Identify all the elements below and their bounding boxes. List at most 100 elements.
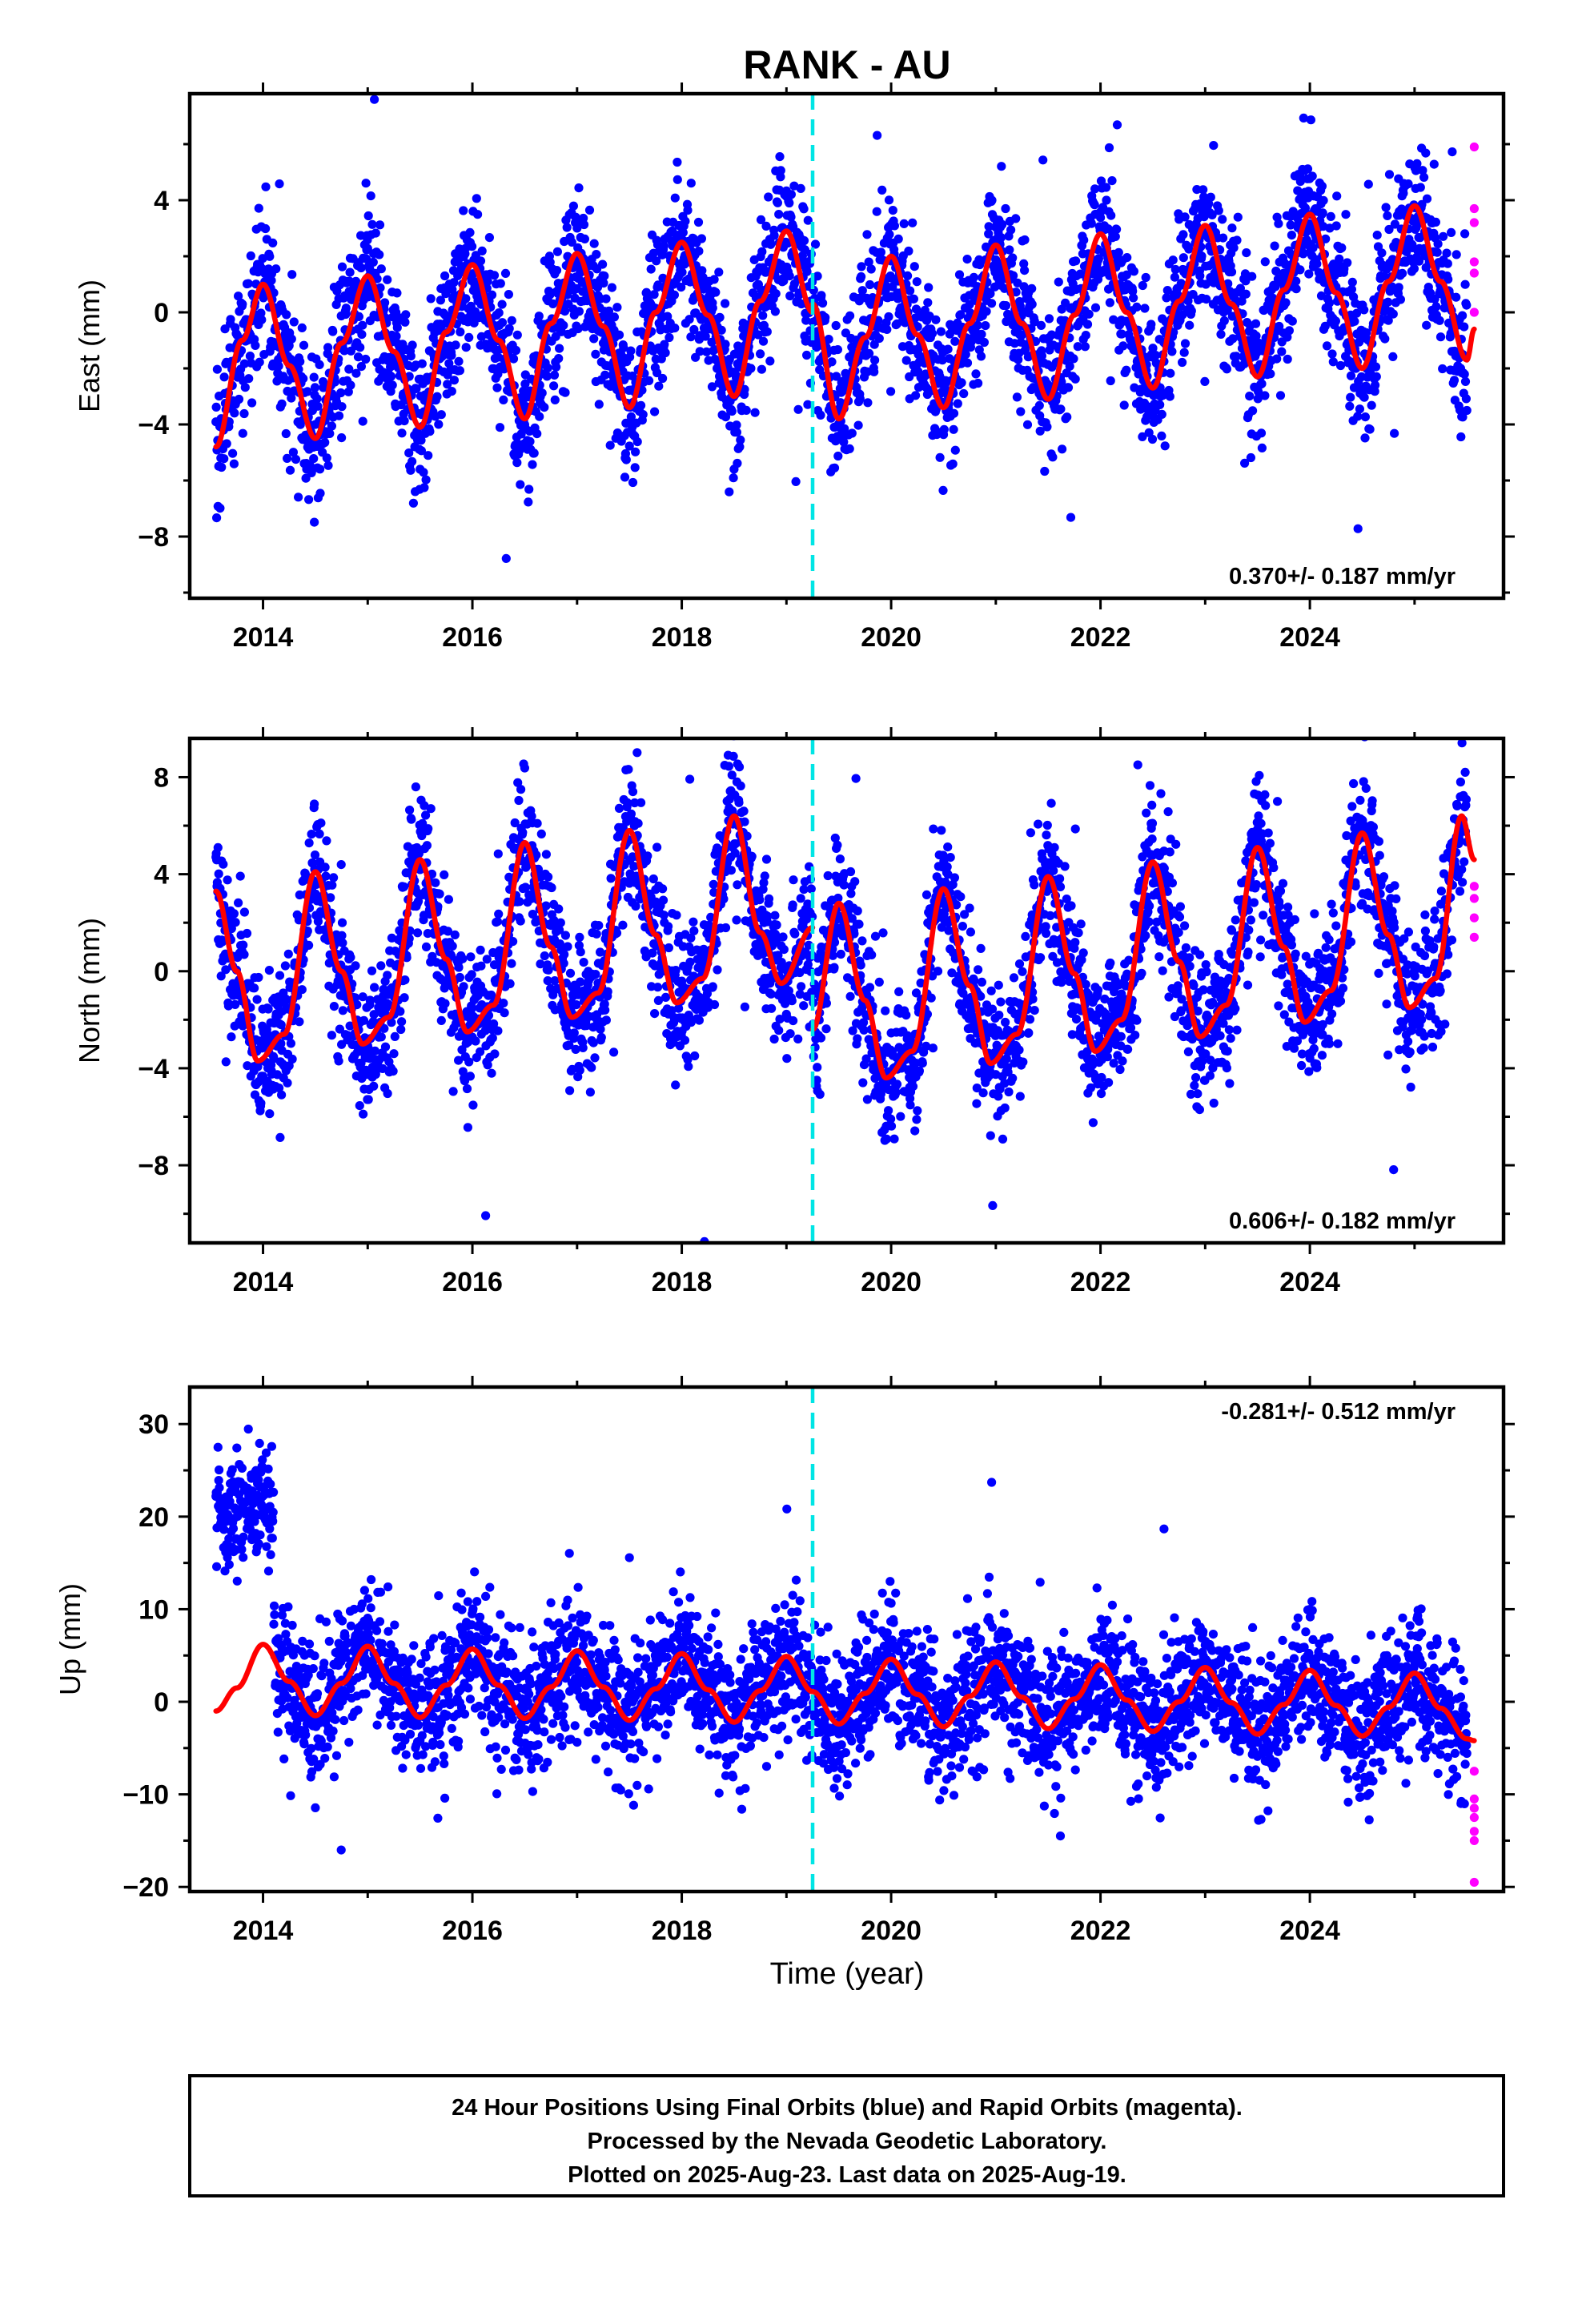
east-final-orbit-point — [212, 513, 222, 523]
north-final-orbit-point — [536, 829, 546, 838]
east-final-orbit-point — [865, 348, 874, 358]
east-final-orbit-point — [1205, 44, 1214, 53]
east-final-orbit-point — [304, 495, 314, 505]
north-final-orbit-point — [731, 839, 741, 849]
north-final-orbit-point — [359, 1109, 368, 1119]
east-final-orbit-point — [334, 411, 344, 420]
north-final-orbit-point — [219, 859, 228, 869]
east-final-orbit-point — [701, 347, 712, 356]
east-final-orbit-point — [727, 406, 737, 416]
east-final-orbit-point — [294, 493, 303, 502]
east-final-orbit-point — [1411, 166, 1421, 175]
east-final-orbit-point — [813, 271, 822, 281]
east-final-orbit-point — [1355, 404, 1364, 414]
east-final-orbit-point — [1337, 243, 1347, 253]
east-final-orbit-point — [1347, 277, 1357, 287]
north-final-orbit-point — [603, 987, 612, 996]
east-final-orbit-point — [417, 359, 427, 368]
east-final-orbit-point — [1275, 391, 1286, 400]
north-final-orbit-point — [283, 949, 293, 959]
east-final-orbit-point — [392, 323, 402, 332]
east-final-orbit-point — [247, 398, 257, 408]
north-final-orbit-point — [352, 1000, 362, 1010]
north-final-orbit-point — [234, 898, 243, 907]
east-final-orbit-point — [1351, 308, 1362, 318]
east-final-orbit-point — [1299, 113, 1308, 123]
east-x-tick-label: 2018 — [652, 622, 713, 653]
east-final-orbit-point — [397, 428, 407, 438]
north-final-orbit-point — [528, 910, 538, 919]
east-final-orbit-point — [665, 332, 674, 343]
north-final-orbit-point — [304, 940, 314, 950]
north-final-orbit-point — [515, 897, 524, 907]
north-final-orbit-point — [337, 931, 347, 940]
east-final-orbit-point — [315, 464, 325, 474]
east-final-orbit-point — [1452, 250, 1461, 259]
north-final-orbit-point — [387, 1018, 396, 1027]
east-final-orbit-point — [1094, 254, 1103, 263]
east-final-orbit-point — [1200, 376, 1210, 386]
east-final-orbit-point — [832, 372, 841, 381]
north-final-orbit-point — [576, 947, 585, 957]
north-final-orbit-point — [365, 995, 375, 1005]
east-final-orbit-point — [888, 206, 897, 215]
north-final-orbit-point — [388, 1067, 398, 1076]
east-final-orbit-point — [661, 348, 670, 358]
north-final-orbit-point — [565, 968, 576, 978]
north-final-orbit-point — [303, 927, 312, 936]
east-final-orbit-point — [535, 412, 544, 421]
east-final-orbit-point — [793, 404, 803, 414]
east-final-orbit-point — [1431, 302, 1441, 312]
east-final-orbit-point — [354, 312, 363, 321]
east-final-orbit-point — [638, 409, 648, 420]
east-rapid-orbit-point — [1469, 142, 1479, 152]
east-final-orbit-point — [265, 251, 275, 261]
east-final-orbit-point — [1331, 221, 1341, 231]
east-final-orbit-point — [1155, 400, 1165, 409]
east-final-orbit-point — [228, 448, 238, 458]
east-final-orbit-point — [1343, 258, 1352, 267]
east-final-orbit-point — [855, 394, 865, 404]
east-final-orbit-point — [971, 369, 981, 379]
east-final-orbit-point — [711, 287, 721, 297]
east-final-orbit-point — [1146, 320, 1156, 329]
north-final-orbit-point — [596, 947, 605, 957]
east-final-orbit-point — [524, 497, 533, 507]
east-final-orbit-point — [301, 473, 311, 483]
north-final-orbit-point — [370, 983, 379, 992]
east-final-orbit-point — [425, 427, 435, 436]
east-final-orbit-point — [785, 291, 795, 301]
east-final-orbit-point — [598, 259, 608, 269]
east-final-orbit-point — [584, 205, 595, 215]
east-final-orbit-point — [368, 257, 378, 267]
east-final-orbit-point — [1394, 283, 1403, 292]
east-rapid-orbit-point — [1469, 218, 1479, 227]
east-final-orbit-point — [658, 373, 668, 384]
east-final-orbit-point — [725, 421, 735, 431]
east-final-orbit-point — [1383, 316, 1393, 325]
east-final-orbit-point — [1353, 524, 1363, 533]
east-final-orbit-point — [803, 400, 813, 409]
north-final-orbit-point — [448, 1087, 458, 1096]
east-final-orbit-point — [604, 306, 614, 316]
east-final-orbit-point — [1027, 283, 1037, 293]
north-final-orbit-point — [587, 1063, 596, 1072]
east-final-orbit-point — [1005, 245, 1014, 255]
north-final-orbit-point — [689, 917, 698, 927]
east-final-orbit-point — [758, 311, 768, 320]
east-final-orbit-point — [315, 489, 325, 498]
north-final-orbit-point — [664, 943, 674, 953]
east-x-tick-label: 2022 — [1070, 622, 1131, 653]
east-final-orbit-point — [1178, 230, 1188, 239]
north-final-orbit-point — [421, 942, 432, 951]
north-final-orbit-point — [591, 970, 600, 979]
north-final-orbit-point — [690, 1051, 700, 1061]
east-final-orbit-point — [256, 308, 266, 318]
east-final-orbit-point — [669, 290, 680, 300]
east-final-orbit-point — [1011, 287, 1021, 297]
east-final-orbit-point — [356, 362, 366, 372]
north-final-orbit-point — [629, 862, 639, 871]
north-final-orbit-point — [216, 971, 226, 981]
east-final-orbit-point — [406, 352, 416, 361]
north-final-orbit-point — [463, 1123, 473, 1132]
